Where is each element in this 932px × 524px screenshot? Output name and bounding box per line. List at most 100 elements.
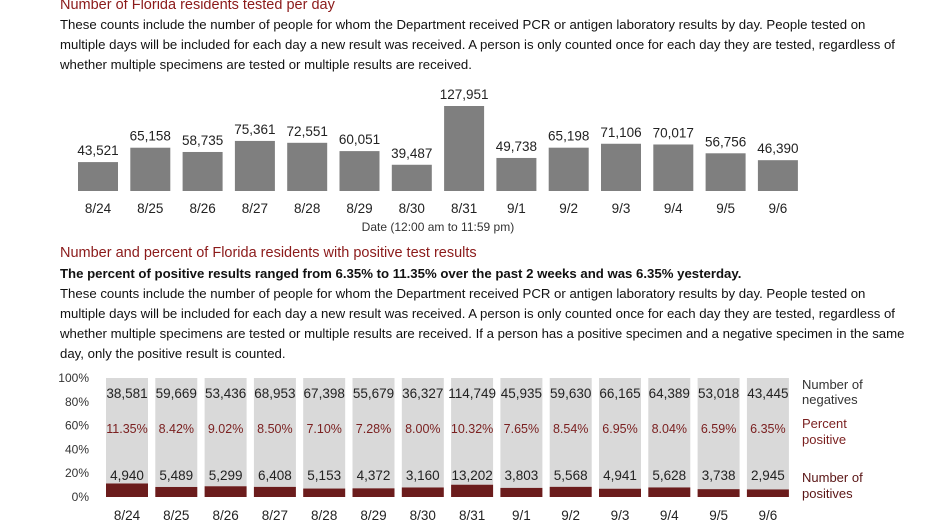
- negatives-value-label: 67,398: [304, 386, 345, 401]
- date-label: 9/4: [660, 508, 679, 523]
- date-label: 8/27: [262, 508, 288, 523]
- negatives-value-label: 36,327: [402, 386, 443, 401]
- negatives-bar: [697, 378, 740, 490]
- tested-date-label: 8/27: [242, 201, 268, 216]
- percent-positive-label: 6.35%: [750, 422, 785, 436]
- percent-positive-label: 8.54%: [553, 422, 588, 436]
- tested-date-label: 8/26: [189, 201, 215, 216]
- percent-positive-label: 10.32%: [451, 422, 493, 436]
- y-axis-tick: 40%: [65, 442, 89, 456]
- tested-value-label: 75,361: [234, 122, 275, 137]
- negatives-bar: [253, 378, 296, 487]
- tested-bar: [339, 151, 380, 191]
- positives-value-label: 4,940: [110, 468, 144, 483]
- negatives-bar: [204, 378, 247, 487]
- positive-chart-description: These counts include the number of peopl…: [60, 286, 905, 361]
- positives-bar: [303, 488, 346, 497]
- date-label: 8/24: [114, 508, 141, 523]
- negatives-bar: [549, 378, 592, 487]
- y-axis-tick: 20%: [65, 466, 89, 480]
- y-axis-tick: 60%: [65, 419, 89, 433]
- positives-value-label: 5,153: [307, 468, 341, 483]
- positives-value-label: 5,489: [159, 468, 193, 483]
- tested-bar: [78, 162, 118, 191]
- tested-date-label: 9/2: [559, 201, 578, 216]
- positive-chart-title: Number and percent of Florida residents …: [60, 245, 477, 261]
- tested-date-label: 9/6: [769, 201, 788, 216]
- tested-date-label: 8/28: [294, 201, 320, 216]
- tested-bar: [234, 140, 275, 191]
- positives-bar: [204, 486, 247, 497]
- tested-date-label: 9/1: [507, 201, 526, 216]
- positives-value-label: 3,160: [406, 468, 440, 483]
- legend-negatives-line2: negatives: [802, 392, 858, 407]
- tested-chart-title: Number of Florida residents tested per d…: [60, 0, 335, 13]
- legend-positives-line2: positives: [802, 486, 853, 501]
- tested-bar: [548, 147, 589, 191]
- percent-positive-label: 7.28%: [356, 422, 391, 436]
- date-label: 9/2: [561, 508, 580, 523]
- tested-value-label: 70,017: [653, 125, 694, 140]
- tested-date-label: 9/3: [612, 201, 631, 216]
- date-label: 9/3: [611, 508, 630, 523]
- tested-date-label: 9/5: [716, 201, 735, 216]
- tested-value-label: 65,158: [130, 129, 171, 144]
- tested-value-label: 71,106: [600, 125, 641, 140]
- negatives-bar: [155, 378, 198, 487]
- tested-value-label: 46,390: [757, 141, 798, 156]
- tested-x-axis-label: Date (12:00 am to 11:59 pm): [362, 220, 515, 234]
- positives-bar: [451, 484, 494, 497]
- percent-positive-label: 8.04%: [652, 422, 687, 436]
- date-label: 8/30: [410, 508, 436, 523]
- positives-bar: [155, 486, 198, 497]
- tested-value-label: 65,198: [548, 129, 589, 144]
- legend-positives-line1: Number of: [802, 470, 863, 485]
- tested-bar: [653, 144, 694, 191]
- negatives-bar: [746, 378, 789, 490]
- tested-value-label: 39,487: [391, 146, 432, 161]
- tested-chart-description: These counts include the number of peopl…: [60, 17, 895, 72]
- negatives-value-label: 53,018: [698, 386, 739, 401]
- tested-value-label: 72,551: [287, 124, 328, 139]
- tested-bar: [601, 143, 641, 191]
- negatives-bar: [451, 378, 494, 485]
- positives-bar: [549, 486, 592, 497]
- positives-value-label: 3,738: [702, 468, 736, 483]
- tested-date-label: 8/30: [399, 201, 425, 216]
- positives-value-label: 13,202: [451, 468, 492, 483]
- positives-value-label: 5,299: [209, 468, 243, 483]
- tested-bar: [391, 164, 432, 191]
- legend-negatives-line1: Number of: [802, 377, 863, 392]
- tested-bar: [757, 160, 798, 191]
- negatives-value-label: 43,445: [747, 386, 788, 401]
- positives-bar: [500, 487, 543, 497]
- negatives-bar: [500, 378, 543, 488]
- positives-bar: [697, 489, 740, 497]
- positives-value-label: 2,945: [751, 468, 785, 483]
- positives-value-label: 5,628: [652, 468, 686, 483]
- date-label: 8/26: [212, 508, 238, 523]
- percent-positive-label: 6.59%: [701, 422, 736, 436]
- tested-bar: [287, 142, 328, 191]
- tested-date-label: 8/31: [451, 201, 477, 216]
- negatives-bar: [106, 378, 148, 484]
- date-label: 8/31: [459, 508, 485, 523]
- negatives-value-label: 66,165: [599, 386, 640, 401]
- negatives-bar: [599, 378, 641, 489]
- negatives-value-label: 59,630: [550, 386, 591, 401]
- date-label: 9/6: [759, 508, 778, 523]
- legend-percent-line2: positive: [802, 432, 846, 447]
- date-label: 9/5: [709, 508, 728, 523]
- tested-value-label: 43,521: [77, 143, 118, 158]
- percent-positive-label: 8.42%: [159, 422, 194, 436]
- y-axis-tick: 0%: [72, 490, 90, 504]
- negatives-value-label: 53,436: [205, 386, 246, 401]
- tested-bar: [705, 153, 746, 191]
- y-axis-tick: 80%: [65, 395, 89, 409]
- positives-value-label: 6,408: [258, 468, 292, 483]
- percent-positive-label: 11.35%: [106, 422, 147, 436]
- positives-value-label: 4,941: [603, 468, 637, 483]
- negatives-value-label: 68,953: [254, 386, 295, 401]
- negatives-value-label: 114,749: [448, 386, 496, 401]
- positives-value-label: 3,803: [505, 468, 539, 483]
